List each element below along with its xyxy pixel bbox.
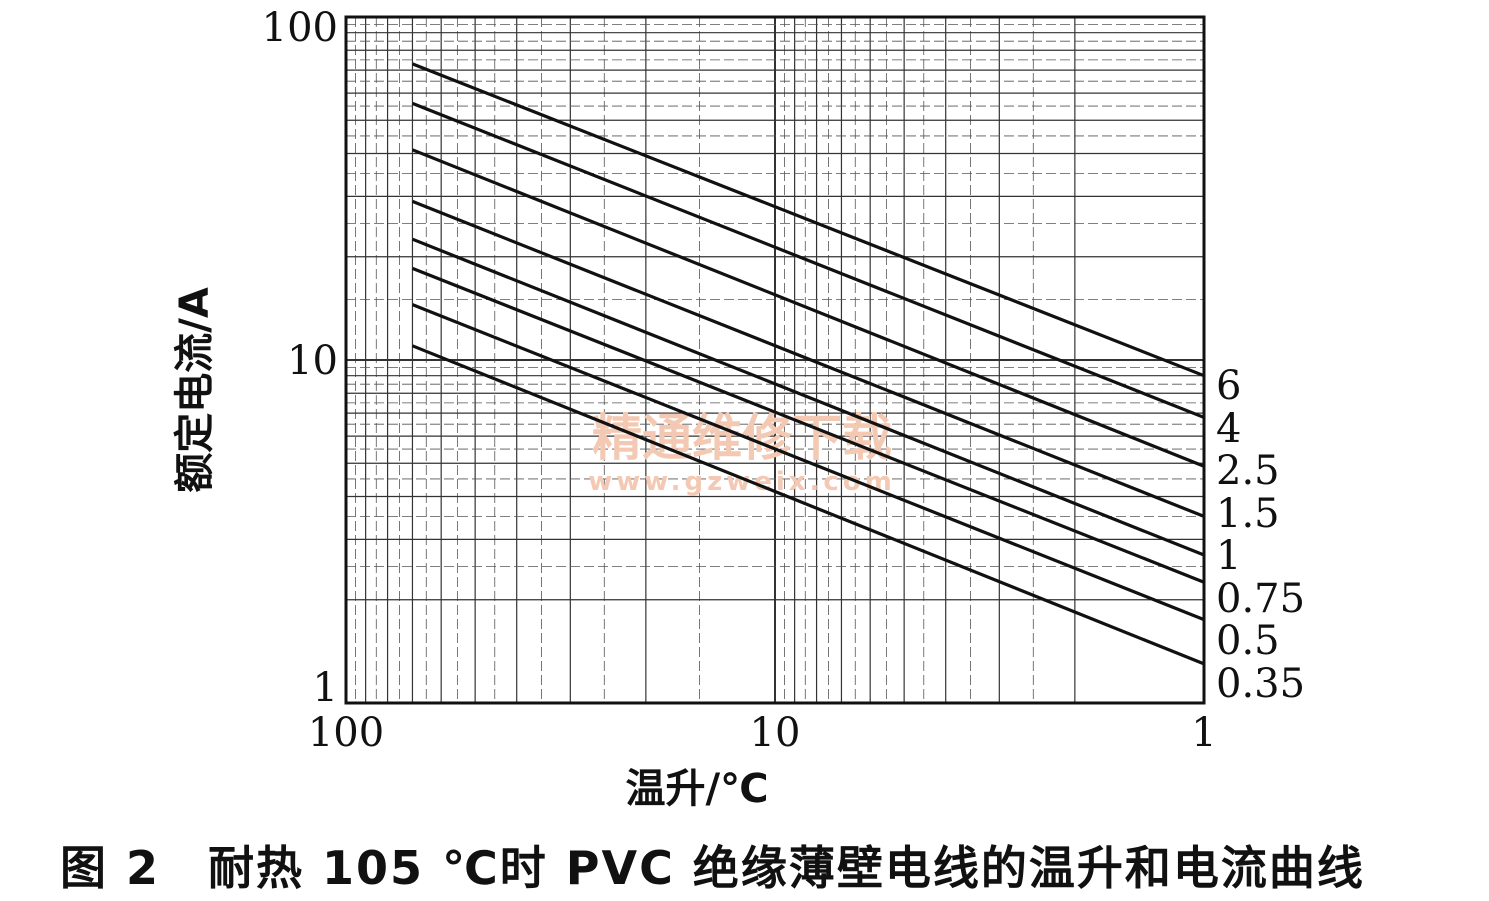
series-labels: 642.51.510.750.50.35 xyxy=(1216,363,1305,707)
series-label-0_75: 0.75 xyxy=(1216,576,1305,622)
watermark-text: 精通维修下载 xyxy=(592,409,892,467)
series-line-0_5 xyxy=(411,303,1205,622)
series-line-1 xyxy=(411,237,1205,557)
y-tick-label: 10 xyxy=(287,338,338,384)
x-tick-label: 100 xyxy=(308,710,384,756)
grid xyxy=(346,17,1204,703)
series-label-4: 4 xyxy=(1216,406,1241,452)
x-tick-label: 10 xyxy=(750,710,801,756)
series-label-1: 1 xyxy=(1216,533,1241,579)
series-line-1_5 xyxy=(411,199,1205,518)
x-axis-title: 温升/℃ xyxy=(625,766,768,812)
y-tick-label: 100 xyxy=(262,5,338,51)
figure-caption: 图 2 耐热 105 ℃时 PVC 绝缘薄壁电线的温升和电流曲线 xyxy=(60,841,1365,895)
series-line-2_5 xyxy=(411,148,1205,468)
watermark-url: www.gzweix.com xyxy=(588,467,896,497)
watermark: 精通维修下载 www.gzweix.com xyxy=(588,409,896,497)
series-line-0_35 xyxy=(411,344,1205,666)
series-group xyxy=(411,62,1205,666)
series-line-6 xyxy=(411,62,1205,378)
y-axis-title: 额定电流/A xyxy=(172,287,218,493)
series-line-4 xyxy=(411,101,1205,419)
series-label-0_5: 0.5 xyxy=(1216,618,1280,664)
y-tick-label: 1 xyxy=(313,665,338,711)
series-label-1_5: 1.5 xyxy=(1216,491,1280,537)
plot-frame xyxy=(344,15,1206,705)
series-label-2_5: 2.5 xyxy=(1216,448,1280,494)
x-tick-label: 1 xyxy=(1191,710,1216,756)
series-label-6: 6 xyxy=(1216,363,1241,409)
series-line-0_75 xyxy=(411,266,1205,584)
series-label-0_35: 0.35 xyxy=(1216,661,1305,707)
